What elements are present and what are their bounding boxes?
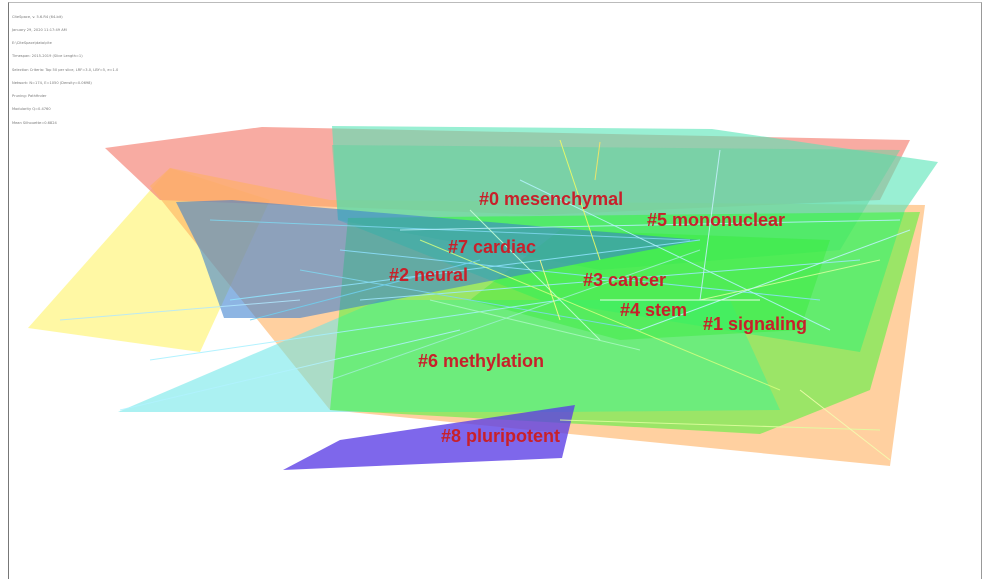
cluster-label-methylation[interactable]: #6 methylation (418, 351, 544, 371)
info-line: Modularity Q=0.4760 (12, 107, 51, 112)
info-line: January 29, 2020 11:17:49 AM (12, 28, 67, 33)
cluster-label-cardiac[interactable]: #7 cardiac (448, 237, 536, 257)
cluster-label-cancer[interactable]: #3 cancer (583, 270, 666, 290)
citation-link (799, 389, 891, 461)
citation-link (339, 249, 821, 301)
info-line: Pruning: Pathfinder (12, 94, 47, 99)
citation-link (539, 259, 561, 321)
cluster-label-mononuclear[interactable]: #5 mononuclear (647, 210, 785, 230)
info-line: Selection Criteria: Top 50 per slice, LR… (12, 67, 119, 72)
citation-link (594, 141, 601, 181)
cluster-labels: #0 mesenchymal #5 mononuclear #7 cardiac… (389, 189, 807, 446)
citation-link (329, 249, 701, 381)
citation-link (359, 259, 861, 301)
citation-link (249, 259, 481, 321)
citation-link (229, 239, 701, 301)
citation-links (59, 139, 911, 461)
cluster-label-stem[interactable]: #4 stem (620, 300, 687, 320)
citation-link (59, 299, 301, 321)
cluster-label-neural[interactable]: #2 neural (389, 265, 468, 285)
citation-link (519, 179, 831, 331)
citation-link (469, 209, 601, 341)
citation-link (119, 329, 461, 411)
cluster-hull-methylation[interactable] (118, 300, 780, 412)
info-line: Network: N=174, E=1050 (Density=0.0698) (12, 80, 92, 85)
cluster-hull-cardiac[interactable] (176, 200, 700, 318)
cluster-hull-pluripotent[interactable] (283, 405, 575, 470)
cluster-label-mesenchymal[interactable]: #0 mesenchymal (479, 189, 623, 209)
cluster-label-signaling[interactable]: #1 signaling (703, 314, 807, 334)
info-line: Timespan: 2015-2019 (Slice Length=1) (12, 54, 83, 59)
citation-link (699, 149, 721, 301)
citation-link (149, 299, 561, 361)
citation-link (639, 229, 911, 331)
citation-link (209, 219, 691, 241)
info-line: E:\CiteSpace\data\cite (12, 41, 52, 46)
info-line: Mean Silhouette=0.6824 (12, 120, 57, 125)
citation-link (429, 299, 641, 351)
cluster-label-pluripotent[interactable]: #8 pluripotent (441, 426, 560, 446)
citation-link (419, 239, 781, 391)
citation-link (559, 419, 881, 431)
citation-link (559, 139, 601, 261)
citation-link (699, 259, 881, 301)
citation-link (399, 219, 901, 231)
info-line: CiteSpace, v. 5.6.R4 (64-bit) (12, 14, 63, 19)
network-info-text: CiteSpace, v. 5.6.R4 (64-bit) January 29… (12, 6, 118, 129)
citation-link (299, 269, 641, 331)
